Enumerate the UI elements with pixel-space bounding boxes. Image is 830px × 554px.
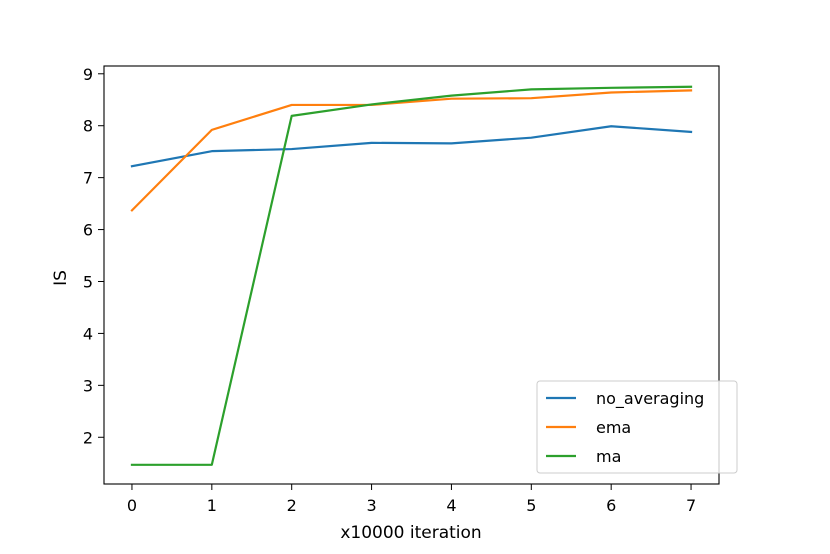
- legend-box: [536, 380, 738, 474]
- y-tick-label: 8: [83, 117, 93, 136]
- y-tick-label: 6: [83, 221, 93, 240]
- y-tick-label: 7: [83, 169, 93, 188]
- x-axis-title: x10000 iteration: [340, 523, 481, 543]
- legend-label: no_averaging: [596, 389, 704, 409]
- y-tick-label: 2: [83, 428, 93, 447]
- x-tick-label: 4: [446, 496, 456, 515]
- series-line-ema: [130, 89, 693, 212]
- plot-frame: [103, 65, 720, 485]
- x-tick-label: 0: [127, 496, 137, 515]
- x-tick-label: 5: [526, 496, 536, 515]
- y-tick-label: 9: [83, 65, 93, 84]
- y-tick-label: 4: [83, 324, 93, 343]
- x-tick-label: 2: [287, 496, 297, 515]
- series-layer: [130, 85, 693, 466]
- legend-label: ema: [596, 418, 631, 437]
- series-line-no-averaging: [130, 125, 693, 168]
- x-tick-label: 3: [366, 496, 376, 515]
- y-axis-title: IS: [51, 270, 71, 286]
- y-tick-label: 3: [83, 376, 93, 395]
- x-axis-ticks: 0 1 2 3 4 5 6 7: [127, 484, 696, 515]
- x-tick-label: 1: [207, 496, 217, 515]
- y-tick-label: 5: [83, 272, 93, 291]
- series-line-ma: [130, 85, 693, 466]
- y-axis-ticks: 2 3 4 5 6 7 8 9: [83, 65, 104, 447]
- x-tick-label: 6: [606, 496, 616, 515]
- legend-label: ma: [596, 447, 621, 466]
- x-tick-label: 7: [686, 496, 696, 515]
